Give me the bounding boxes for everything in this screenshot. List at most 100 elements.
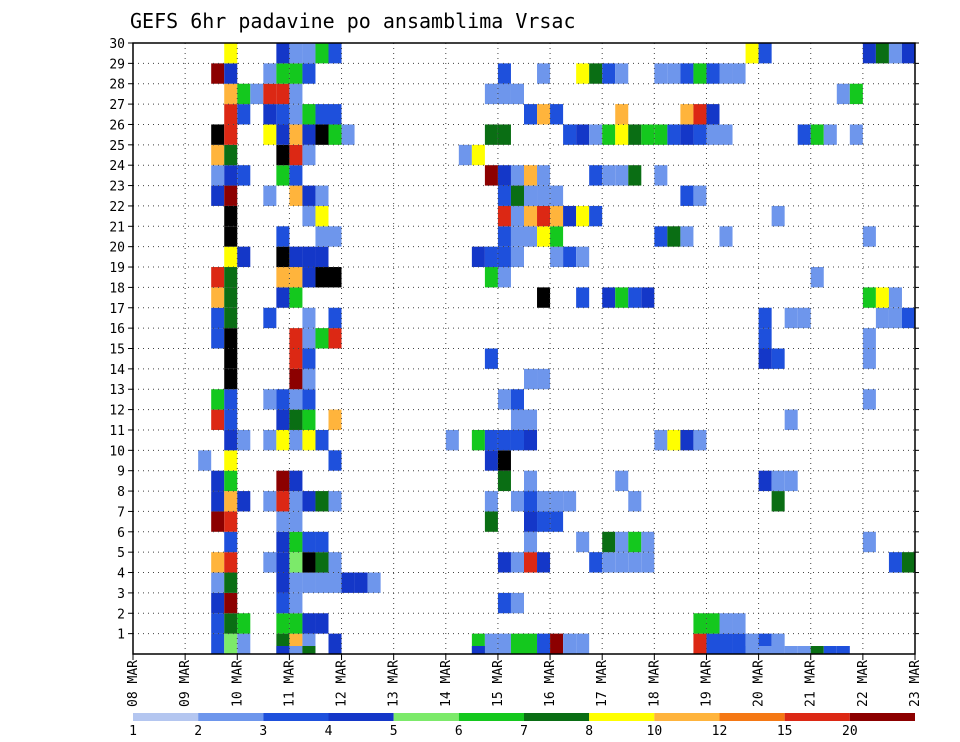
- heat-cell: [875, 307, 889, 329]
- heat-cell: [276, 267, 290, 288]
- heat-cell: [328, 491, 342, 512]
- heat-cell: [289, 348, 303, 369]
- heat-cell: [302, 552, 316, 573]
- heat-cell: [862, 348, 876, 369]
- y-tick-label: 21: [109, 220, 125, 235]
- heat-cell: [315, 104, 329, 125]
- heat-cell: [211, 470, 225, 492]
- heat-cell: [471, 144, 485, 166]
- heat-cell: [524, 226, 538, 247]
- heat-cell: [263, 83, 277, 105]
- heat-cell: [823, 646, 837, 654]
- heat-cell: [315, 429, 329, 451]
- heat-cell: [328, 226, 342, 247]
- heat-cell: [758, 328, 772, 349]
- y-tick-label: 10: [109, 444, 125, 459]
- heat-cell: [862, 43, 876, 64]
- heat-cell: [224, 185, 238, 206]
- y-tick-label: 12: [109, 404, 125, 419]
- heat-cell: [354, 572, 368, 593]
- heat-cell: [758, 43, 772, 64]
- heat-cell: [602, 531, 616, 553]
- heat-cell: [302, 185, 316, 206]
- heat-cell: [510, 165, 524, 186]
- heat-cell: [797, 646, 811, 654]
- heat-cell: [862, 389, 876, 410]
- heat-cell: [680, 226, 694, 247]
- heat-cell: [589, 63, 603, 84]
- colorbar-label: 8: [585, 724, 593, 739]
- heat-cell: [484, 429, 498, 451]
- heat-cell: [524, 409, 538, 430]
- x-tick-label: 16 MAR: [543, 660, 558, 707]
- heat-cell: [224, 226, 238, 247]
- heat-cell: [289, 267, 303, 288]
- heat-cell: [524, 104, 538, 125]
- heat-cell: [497, 267, 511, 288]
- heat-cell: [836, 646, 850, 654]
- heat-cell: [497, 185, 511, 206]
- heat-cell: [563, 246, 577, 268]
- heat-cell: [471, 429, 485, 451]
- heat-cell: [276, 572, 290, 593]
- heat-cell: [888, 307, 902, 329]
- heat-cell: [732, 63, 746, 84]
- colorbar-label: 5: [390, 724, 398, 739]
- heat-cell: [771, 646, 785, 654]
- heat-cell: [589, 205, 603, 227]
- heat-cell: [576, 124, 590, 145]
- x-tick-label: 23 MAR: [908, 660, 923, 707]
- heat-cell: [537, 287, 551, 308]
- heat-cell: [758, 348, 772, 369]
- heat-cell: [198, 450, 212, 471]
- heat-cell: [615, 124, 629, 145]
- heat-cell: [602, 63, 616, 84]
- y-tick-label: 2: [117, 607, 125, 622]
- heat-cell: [276, 287, 290, 308]
- y-tick-label: 30: [109, 37, 125, 52]
- heat-cell: [263, 124, 277, 145]
- heat-cell: [693, 104, 707, 125]
- heat-cell: [224, 572, 238, 593]
- heat-cell: [732, 633, 746, 654]
- heat-cell: [497, 429, 511, 451]
- heat-cell: [315, 205, 329, 227]
- heat-cell: [771, 491, 785, 512]
- heat-cell: [471, 246, 485, 268]
- colorbar-swatch: [654, 713, 720, 721]
- heat-cell: [901, 552, 915, 573]
- heat-cell: [276, 165, 290, 186]
- heat-cell: [550, 226, 564, 247]
- heat-cell: [497, 226, 511, 247]
- x-tick-label: 15 MAR: [491, 660, 506, 707]
- heat-cell: [289, 429, 303, 451]
- heat-cell: [289, 491, 303, 512]
- heat-cell: [224, 205, 238, 227]
- heat-cell: [589, 165, 603, 186]
- heat-cell: [654, 165, 668, 186]
- heat-cell: [276, 226, 290, 247]
- heat-cell: [524, 552, 538, 573]
- heat-cell: [901, 43, 915, 64]
- heat-cell: [563, 491, 577, 512]
- heat-cell: [471, 646, 485, 654]
- heat-cell: [524, 205, 538, 227]
- heat-cell: [615, 287, 629, 308]
- heat-cell: [276, 646, 290, 654]
- heat-cell: [537, 185, 551, 206]
- heat-cell: [224, 429, 238, 451]
- heat-cell: [784, 470, 798, 492]
- heat-cell: [302, 572, 316, 593]
- heat-cell: [706, 124, 720, 145]
- heat-cell: [510, 633, 524, 654]
- heat-cell: [628, 491, 642, 512]
- heat-cell: [211, 267, 225, 288]
- x-tick-label: 09 MAR: [178, 660, 193, 707]
- heat-cell: [289, 531, 303, 553]
- x-tick-label: 10 MAR: [230, 660, 245, 707]
- heat-cell: [237, 491, 251, 512]
- heat-cell: [771, 205, 785, 227]
- colorbar-swatch: [393, 713, 459, 721]
- y-tick-label: 16: [109, 322, 125, 337]
- y-tick-label: 25: [109, 139, 125, 154]
